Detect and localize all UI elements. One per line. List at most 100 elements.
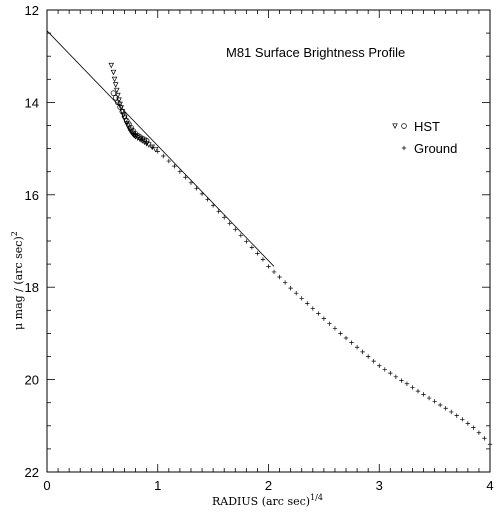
data-point-plus [144,140,149,146]
data-point-plus [216,209,221,214]
legend-label-ground: Ground [414,141,457,156]
data-point-plus [227,221,232,226]
data-point-plus [349,340,354,345]
data-point-plus [177,169,183,174]
y-tick-label: 12 [25,3,39,18]
data-point-plus [465,421,471,426]
data-point-plus [188,180,194,185]
y-axis-title: μ mag / (arc sec)2 [10,231,25,330]
x-tick-label: 0 [43,478,50,493]
data-point-plus [487,442,493,447]
fit-line [46,30,275,267]
data-point-plus [404,381,410,386]
legend-triangle-icon [392,123,398,129]
data-point-plus [338,331,343,336]
data-point-plus [360,349,365,355]
data-point-plus [354,345,360,350]
data-point-triangle [152,146,159,153]
data-point-triangle [110,69,117,76]
data-point-plus [415,388,421,394]
data-point-plus [260,257,266,262]
data-point-triangle [114,87,120,94]
data-point-plus [321,316,327,321]
data-point-plus [471,425,476,430]
data-point-plus [244,239,249,244]
data-point-plus [155,149,160,154]
data-point-plus [172,163,177,169]
x-tick-label: 2 [265,478,272,493]
data-point-plus [316,311,321,316]
data-point-plus [399,378,404,383]
data-point-circle [112,95,119,101]
x-tick-label: 4 [486,478,493,493]
y-axis-title-sup: 2 [10,231,19,236]
data-point-plus [205,197,210,202]
data-point-plus [133,132,138,137]
chart-title: M81 Surface Brightness Profile [226,45,405,60]
data-point-plus [210,203,216,208]
data-point-circle [110,90,117,96]
data-point-triangle [112,82,119,88]
legend-hst-markers [392,123,407,129]
data-point-plus [249,245,255,250]
y-axis-title-main: μ mag / (arc sec) [12,236,25,330]
data-point-plus [482,436,487,441]
data-point-plus [460,417,465,422]
data-point-plus [410,385,415,390]
x-axis-title-main: RADIUS (arc sec) [212,495,310,508]
data-point-plus [199,191,205,197]
data-point-plus [432,399,437,404]
data-point-plus [454,413,459,418]
data-point-plus [299,296,304,301]
x-tick-label: 1 [154,478,161,493]
data-point-plus [365,354,371,359]
data-point-plus [238,233,244,238]
data-point-circle [121,113,128,120]
data-point-plus [233,227,238,232]
series-plus [127,127,493,447]
legend-plus-icon [401,145,407,151]
data-point-plus [310,306,315,311]
y-tick-label: 20 [25,373,39,388]
data-point-circle [119,108,126,115]
data-point-plus [449,409,454,415]
data-point-plus [476,430,482,435]
data-point-circle [117,104,123,110]
data-point-plus [222,215,227,220]
x-axis-title: RADIUS (arc sec)1/4 [212,493,323,508]
y-tick-label: 22 [25,465,39,480]
axis-ticks [47,10,490,472]
data-point-plus [377,363,382,368]
data-point-plus [332,326,338,331]
legend: HST Ground [392,119,457,156]
data-point-plus [161,153,166,159]
data-point-plus [421,392,426,397]
data-point-plus [277,274,282,280]
x-tick-label: 3 [376,478,383,493]
data-point-plus [437,402,443,408]
data-point-triangle [111,76,118,83]
data-point-plus [293,291,299,296]
legend-circle-icon [401,123,407,129]
x-axis-title-sup: 1/4 [310,493,323,502]
data-point-plus [271,269,277,275]
data-point-plus [127,127,133,133]
data-point-triangle [108,62,115,69]
legend-ground-markers [401,145,407,151]
y-tick-label: 16 [25,188,39,203]
data-point-plus [255,251,260,256]
y-tick-label: 14 [25,95,39,110]
y-tick-label: 18 [25,280,39,295]
data-point-plus [388,370,393,376]
data-point-plus [443,406,448,411]
data-point-plus [288,285,293,291]
data-point-plus [282,280,288,285]
data-point-plus [382,367,387,372]
data-point-plus [138,137,144,142]
data-point-plus [343,335,349,341]
data-point-plus [266,264,271,269]
data-point-plus [393,374,399,380]
data-point-plus [150,145,155,150]
